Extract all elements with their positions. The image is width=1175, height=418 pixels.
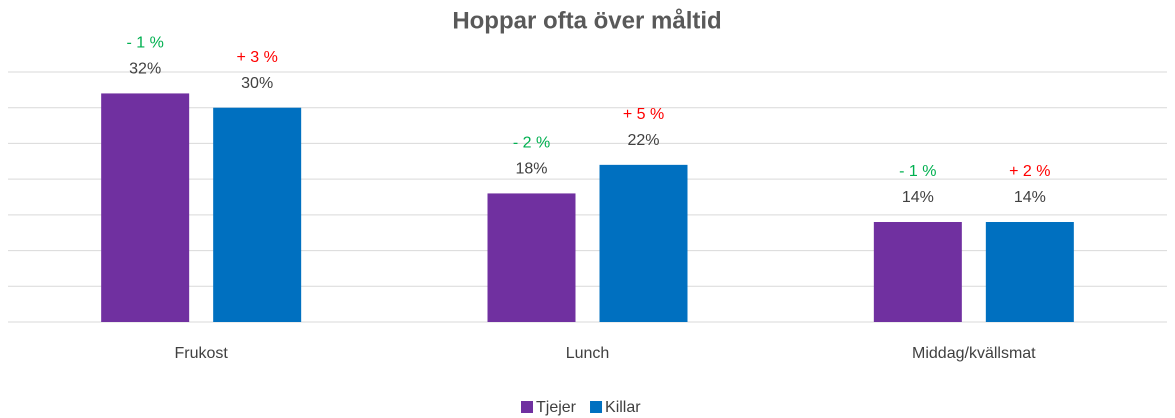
data-label: 32% [129, 61, 161, 78]
bar [873, 222, 962, 322]
legend-swatch [590, 401, 603, 413]
legend-label: Tjejer [536, 399, 577, 416]
x-tick-label: Middag/kvällsmat [912, 345, 1036, 362]
x-tick-label: Lunch [566, 345, 610, 362]
bar [985, 222, 1074, 322]
data-label: 14% [902, 189, 934, 206]
chart-title: Hoppar ofta över måltid [452, 7, 721, 34]
data-label: 22% [627, 132, 659, 149]
data-label: 30% [241, 75, 273, 92]
data-label: 18% [515, 161, 547, 178]
change-label: + 2 % [1009, 163, 1050, 180]
bar [599, 164, 688, 322]
legend-label: Killar [605, 399, 641, 416]
change-label: - 1 % [126, 35, 163, 52]
x-tick-label: Frukost [174, 345, 228, 362]
change-label: - 2 % [513, 135, 550, 152]
bar [487, 193, 576, 322]
data-label: 14% [1014, 189, 1046, 206]
bar [101, 93, 190, 322]
change-label: + 5 % [623, 106, 664, 123]
change-label: + 3 % [236, 49, 277, 66]
change-label: - 1 % [899, 163, 936, 180]
legend-swatch [521, 401, 533, 413]
bar [213, 107, 302, 322]
